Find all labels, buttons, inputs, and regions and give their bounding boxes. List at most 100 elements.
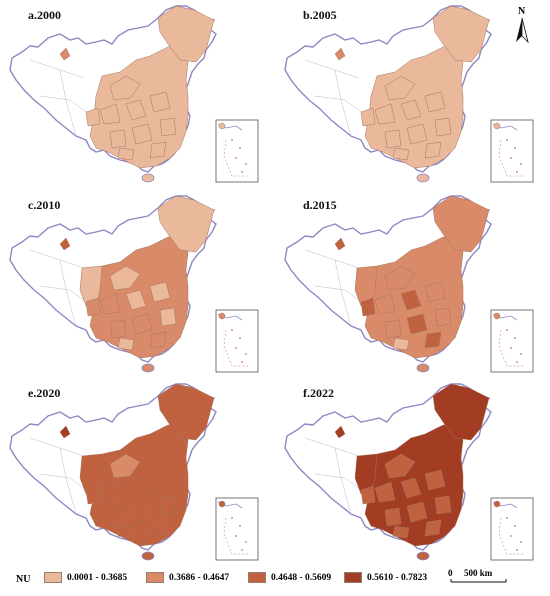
inset-island: [235, 535, 237, 537]
china-map-e.2020: [9, 383, 259, 561]
inset-hainan: [493, 500, 501, 508]
prefecture-region: [424, 469, 446, 491]
inset-island: [245, 353, 247, 355]
legend-label: 0.4648 - 0.5609: [271, 572, 332, 583]
china-map-d.2015: [284, 195, 534, 373]
inset-dash-line: [498, 517, 525, 555]
inset-island: [520, 163, 522, 165]
legend-label: 0.3686 - 0.4647: [169, 572, 230, 583]
north-label: N: [518, 6, 526, 17]
prefecture-region: [384, 453, 416, 479]
prefecture-region: [85, 107, 101, 127]
legend-swatch: [248, 572, 266, 583]
south-china-sea-inset: [490, 497, 534, 561]
north-arrow-icon: [516, 17, 529, 44]
prefecture-region: [131, 313, 153, 335]
inset-hainan: [218, 312, 226, 320]
inset-hainan: [218, 122, 226, 130]
inset-hainan: [218, 500, 226, 508]
prefecture-region: [109, 265, 141, 291]
prefecture-region: [99, 293, 121, 315]
prefecture-region: [125, 289, 147, 311]
scale-label: 500 km: [464, 568, 493, 578]
south-china-sea-inset: [490, 309, 534, 373]
province-line: [314, 95, 362, 113]
urumqi-region: [59, 47, 71, 61]
map-panel: e.2020: [0, 378, 275, 568]
scale-bar: 0 500 km: [448, 568, 528, 588]
prefecture-region: [400, 99, 422, 121]
inset-island: [239, 525, 241, 527]
inset-island: [514, 525, 516, 527]
province-line: [334, 259, 352, 327]
inset-island: [235, 157, 237, 159]
prefecture-region: [109, 319, 127, 339]
legend: NU 0.0001 - 0.3685 0.3686 - 0.4647 0.464…: [0, 566, 550, 596]
china-map-f.2022: [284, 383, 534, 561]
prefecture-region: [392, 147, 410, 161]
inset-dash-line: [498, 329, 525, 367]
prefecture-region: [125, 99, 147, 121]
prefecture-region: [400, 477, 422, 499]
province-line: [39, 473, 87, 491]
prefecture-region: [131, 123, 153, 145]
china-map-a.2000: [9, 5, 259, 183]
province-line: [39, 285, 87, 303]
prefecture-region: [374, 103, 396, 125]
map-panel: b.2005: [275, 0, 550, 190]
prefecture-region: [406, 123, 428, 145]
province-line: [39, 95, 87, 113]
province-line: [59, 69, 77, 137]
prefecture-region: [149, 331, 167, 349]
legend-swatch: [344, 572, 362, 583]
inset-island: [520, 353, 522, 355]
prefecture-region: [374, 293, 396, 315]
south-china-sea-inset: [215, 309, 259, 373]
prefecture-region: [360, 297, 376, 317]
inset-island: [245, 541, 247, 543]
northeast-region: [432, 195, 490, 253]
province-line: [314, 473, 362, 491]
hainan-island: [141, 551, 155, 561]
prefecture-region: [374, 481, 396, 503]
province-line: [334, 447, 352, 515]
northeast-region: [432, 383, 490, 441]
prefecture-region: [85, 297, 101, 317]
inset-island: [506, 329, 508, 331]
hainan-island: [416, 551, 430, 561]
inset-island: [510, 535, 512, 537]
inset-island: [516, 171, 518, 173]
prefecture-region: [406, 313, 428, 335]
hainan-island: [141, 173, 155, 183]
inset-island: [239, 147, 241, 149]
inset-dash-line: [223, 139, 250, 177]
prefecture-region: [131, 501, 153, 523]
panel-title: e.2020: [28, 386, 61, 400]
prefecture-region: [125, 477, 147, 499]
panel-title: d.2015: [303, 198, 337, 212]
inset-hainan: [493, 122, 501, 130]
prefecture-region: [149, 141, 167, 159]
prefecture-region: [149, 519, 167, 537]
inset-island: [514, 337, 516, 339]
prefecture-region: [424, 91, 446, 113]
urumqi-region: [334, 47, 346, 61]
prefecture-region: [109, 75, 141, 101]
panel-title: c.2010: [28, 198, 61, 212]
legend-label: 0.5610 - 0.7823: [367, 572, 428, 583]
inset-island: [514, 147, 516, 149]
inset-island: [516, 549, 518, 551]
china-map-c.2010: [9, 195, 259, 373]
legend-item: 0.3686 - 0.4647: [146, 572, 229, 583]
inset-island: [510, 347, 512, 349]
south-china-sea-inset: [490, 119, 534, 183]
northeast-region: [157, 195, 215, 253]
prefecture-region: [360, 485, 376, 505]
north-arrow: N: [512, 6, 532, 46]
inset-island: [231, 329, 233, 331]
prefecture-region: [360, 107, 376, 127]
urumqi-region: [59, 237, 71, 251]
prefecture-region: [392, 337, 410, 351]
province-line: [314, 285, 362, 303]
province-line: [334, 69, 352, 137]
